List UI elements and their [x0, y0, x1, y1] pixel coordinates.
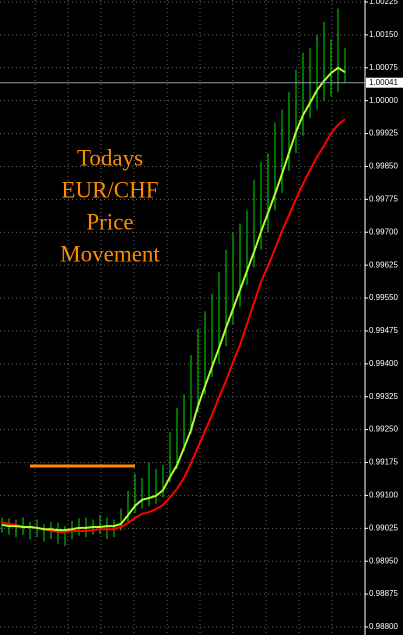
moving-average — [1, 66, 346, 532]
y-tick-label: 0.98800 — [369, 622, 398, 631]
annotation-text: Todays — [77, 145, 143, 170]
y-tick-label: 0.99325 — [369, 392, 398, 401]
y-tick-label: 1.00075 — [369, 63, 398, 72]
current-price-label: 1.00041 — [369, 78, 398, 87]
y-tick-label: 1.00225 — [369, 0, 398, 6]
annotation-text: Price — [86, 209, 133, 234]
y-tick-label: 0.98950 — [369, 556, 398, 565]
y-tick-label: 0.99250 — [369, 425, 398, 434]
y-tick-label: 0.99025 — [369, 523, 398, 532]
y-tick-label: 0.99475 — [369, 326, 398, 335]
y-tick-label: 0.99550 — [369, 293, 398, 302]
moving-average — [1, 118, 346, 533]
y-tick-label: 0.99850 — [369, 162, 398, 171]
annotation-text: EUR/CHF — [61, 177, 158, 202]
annotation-text: Movement — [60, 241, 160, 266]
y-tick-label: 0.99925 — [369, 129, 398, 138]
y-tick-label: 0.98875 — [369, 589, 398, 598]
y-tick-label: 0.99400 — [369, 359, 398, 368]
y-tick-label: 1.00150 — [369, 30, 398, 39]
y-tick-label: 0.99175 — [369, 458, 398, 467]
y-tick-label: 0.99625 — [369, 260, 398, 269]
y-tick-label: 0.99100 — [369, 491, 398, 500]
current-price-box — [366, 77, 403, 88]
y-tick-label: 0.99775 — [369, 194, 398, 203]
y-tick-label: 0.99700 — [369, 227, 398, 236]
y-tick-label: 1.00000 — [369, 96, 398, 105]
